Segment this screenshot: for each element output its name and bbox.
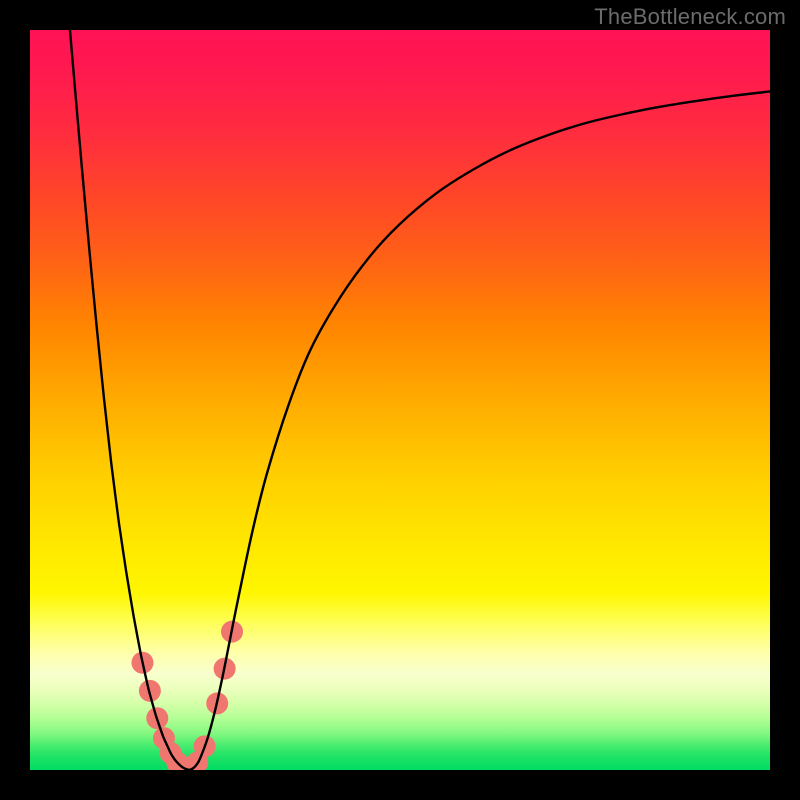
figure-root: TheBottleneck.com	[0, 0, 800, 800]
watermark-text: TheBottleneck.com	[594, 4, 786, 30]
plot-svg	[0, 0, 800, 800]
